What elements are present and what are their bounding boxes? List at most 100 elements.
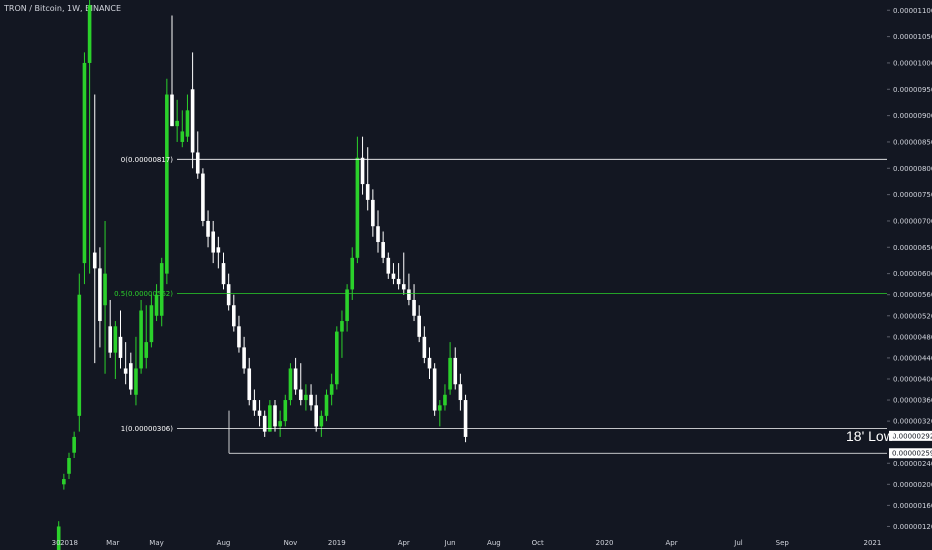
x-tick-label: 2018 bbox=[60, 539, 78, 547]
candle-body bbox=[134, 368, 138, 395]
x-tick-label: May bbox=[149, 539, 163, 547]
candle-body bbox=[463, 400, 468, 437]
fib-level-label: 1(0.00000306) bbox=[121, 425, 173, 433]
y-axis[interactable]: 0.00001100 0.00001050 0.00001000 0.00000950… bbox=[887, 7, 932, 531]
y-tick-label: 0.00000700 bbox=[893, 217, 932, 225]
candle bbox=[87, 0, 92, 274]
candle bbox=[242, 336, 246, 374]
candle-body bbox=[391, 273, 396, 279]
candle-body bbox=[232, 305, 236, 327]
candle-body bbox=[118, 336, 123, 358]
candle-body bbox=[298, 389, 303, 401]
x-axis[interactable]: 30 2018 Mar May Aug Nov 2019 Apr Jun Aug Oct 2020 Ap… bbox=[52, 539, 882, 547]
candle-body bbox=[432, 368, 437, 411]
x-tick-label: Aug bbox=[487, 539, 501, 547]
candle-body bbox=[365, 184, 370, 200]
fib-level-label: 0.5(0.00000562) bbox=[114, 290, 173, 298]
candle bbox=[324, 389, 329, 422]
candle-body bbox=[262, 415, 267, 432]
x-tick-label: Jun bbox=[444, 539, 456, 547]
candle bbox=[139, 299, 143, 374]
candle bbox=[113, 321, 118, 379]
y-tick-label: 0.00000360 bbox=[893, 397, 932, 405]
candle bbox=[118, 310, 123, 369]
candle bbox=[386, 252, 391, 279]
candle bbox=[350, 247, 355, 300]
candle bbox=[340, 310, 344, 358]
candle bbox=[67, 452, 71, 480]
x-tick-label: 2020 bbox=[596, 539, 614, 547]
candle-body bbox=[87, 5, 92, 63]
candle bbox=[458, 373, 463, 411]
candle bbox=[273, 400, 277, 432]
candle bbox=[401, 252, 406, 295]
candle bbox=[432, 363, 437, 416]
candle bbox=[376, 210, 380, 253]
candle-body bbox=[185, 110, 190, 137]
candle-body bbox=[103, 273, 107, 306]
candle-body bbox=[67, 457, 71, 474]
candle bbox=[82, 52, 87, 285]
candle bbox=[335, 326, 339, 390]
candle-body bbox=[82, 62, 87, 264]
candle bbox=[427, 347, 432, 379]
x-tick-label: 2021 bbox=[863, 539, 881, 547]
candle-body bbox=[144, 342, 149, 358]
candle bbox=[108, 299, 112, 358]
candle bbox=[185, 94, 190, 142]
candle-body bbox=[319, 415, 324, 427]
y-tick-label: 0.00000400 bbox=[893, 375, 932, 383]
candle bbox=[154, 284, 159, 322]
candle-body bbox=[376, 226, 380, 243]
x-tick-label: 2019 bbox=[328, 539, 346, 547]
candle-body bbox=[360, 157, 365, 185]
candle bbox=[175, 99, 179, 142]
y-tick-label: 0.00000240 bbox=[893, 460, 932, 468]
annotation-18-low: 18' Low bbox=[846, 428, 894, 444]
candle-body bbox=[314, 405, 318, 427]
candle-body bbox=[216, 247, 221, 253]
candle bbox=[417, 305, 421, 343]
y-tick-label: 0.00000320 bbox=[893, 418, 932, 426]
candle-body bbox=[98, 268, 102, 322]
candle-body bbox=[170, 94, 174, 127]
candle-body bbox=[62, 479, 66, 485]
candle bbox=[396, 263, 401, 290]
candle bbox=[288, 363, 293, 406]
candle bbox=[407, 273, 411, 306]
y-tick-label: 0.00000440 bbox=[893, 354, 932, 362]
candle-body bbox=[149, 305, 154, 343]
x-tick-label: Sep bbox=[776, 539, 790, 547]
x-tick-label: Apr bbox=[398, 539, 410, 547]
x-tick-label: Mar bbox=[106, 539, 119, 547]
candle bbox=[293, 357, 298, 395]
y-tick-label: 0.00000120 bbox=[893, 523, 932, 531]
candle-body bbox=[304, 394, 308, 401]
candle bbox=[237, 315, 241, 353]
candles-layer bbox=[56, 0, 468, 550]
candle-body bbox=[221, 263, 226, 285]
price-tag-label: 0.00000292 bbox=[892, 432, 932, 440]
candle-body bbox=[443, 394, 447, 406]
chart-title: TRON / Bitcoin, 1W, BINANCE bbox=[4, 4, 122, 13]
candle bbox=[278, 410, 282, 437]
candle bbox=[314, 394, 318, 432]
candle-body bbox=[345, 289, 349, 322]
candle bbox=[443, 384, 447, 411]
y-tick-label: 0.00000800 bbox=[893, 165, 932, 173]
candle-body bbox=[350, 257, 355, 290]
candle bbox=[247, 357, 252, 406]
y-tick-label: 0.00000520 bbox=[893, 312, 932, 320]
candle bbox=[252, 389, 257, 416]
candle-body bbox=[293, 368, 298, 390]
y-tick-label: 0.00000850 bbox=[893, 138, 932, 146]
candle bbox=[98, 247, 102, 348]
candle bbox=[170, 15, 174, 127]
y-tick-label: 0.00001000 bbox=[893, 59, 932, 67]
candle-body bbox=[242, 347, 246, 369]
candle-body bbox=[77, 294, 82, 416]
candle bbox=[257, 400, 262, 427]
candle bbox=[448, 342, 452, 395]
candle bbox=[195, 131, 200, 179]
